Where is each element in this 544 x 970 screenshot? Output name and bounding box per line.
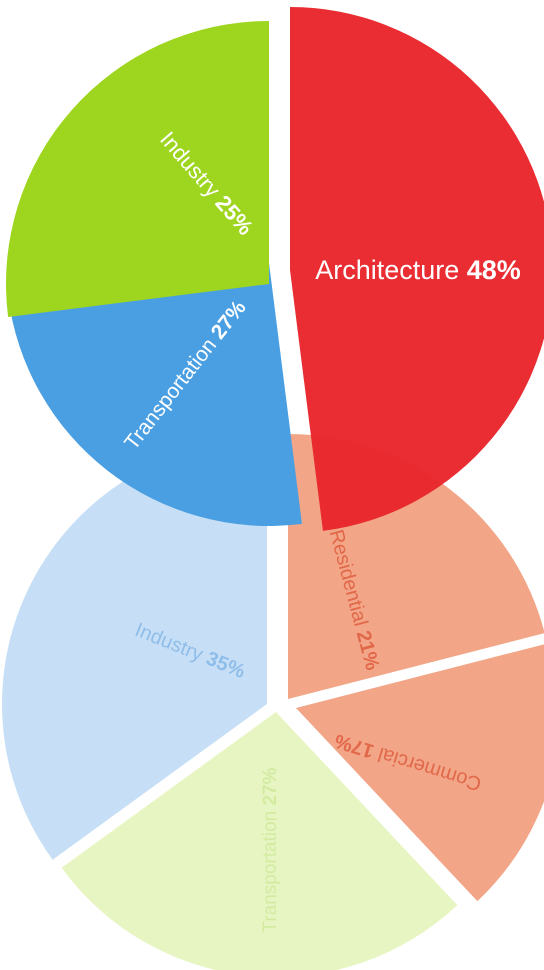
bottom-pie-label-transportation-name: Transportation (260, 805, 281, 932)
bottom-pie-chart: Residential 21%Commercial 17%Transportat… (2, 434, 544, 970)
bottom-pie-label-transportation: Transportation 27% (260, 767, 281, 932)
top-pie-label-architecture-percent: 48% (467, 255, 521, 285)
top-pie-slice-industry (8, 263, 302, 527)
bottom-pie-slice-transportation (61, 712, 458, 970)
top-pie-slice-transportation (5, 21, 269, 317)
top-pie-label-architecture-name: Architecture (315, 255, 467, 285)
top-pie-chart: Architecture 48%Industry 25%Transportati… (5, 7, 544, 531)
top-pie-label-architecture: Architecture 48% (315, 255, 521, 285)
bottom-pie-slice-commercial (296, 644, 544, 902)
bottom-pie-label-transportation-percent: 27% (260, 767, 281, 805)
bottom-pie-slice-industry (2, 439, 267, 860)
top-pie-slice-architecture (290, 7, 544, 531)
